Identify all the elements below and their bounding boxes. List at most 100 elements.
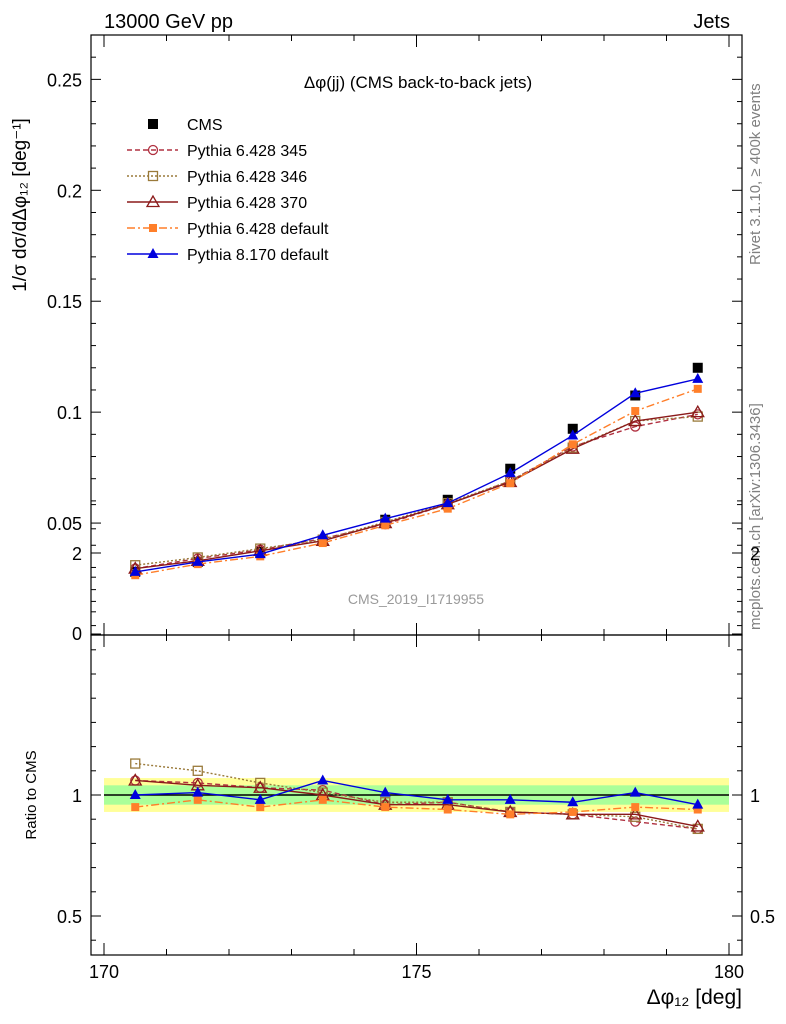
x-tick-label: 180	[714, 962, 744, 982]
ratio-point-p6def	[193, 795, 202, 804]
legend-marker-p346	[147, 170, 159, 182]
ratio-line-p8def	[135, 779, 698, 806]
series-line-p345	[135, 413, 698, 570]
ratio-point-p8def	[129, 789, 141, 799]
series-line-p346	[135, 415, 698, 566]
legend-label-p345: Pythia 6.428 345	[187, 143, 307, 160]
data-point-p6def	[381, 521, 390, 530]
y-tick-label-ratio-right: 2	[750, 544, 760, 564]
legend-label-p370: Pythia 6.428 370	[187, 195, 307, 212]
y-tick-label-main: 0.2	[57, 181, 82, 201]
y-tick-label-ratio: 2	[72, 544, 82, 564]
data-point-p8def	[504, 467, 516, 478]
y-tick-label-main: 0.15	[47, 292, 82, 312]
y-tick-label-ratio-right: 1	[750, 786, 760, 806]
rivet-label: Rivet 3.1.10, ≥ 400k events	[747, 83, 764, 265]
main-series	[128, 362, 705, 580]
ratio-point-p8def	[192, 786, 204, 797]
ratio-line-p346	[135, 762, 698, 830]
ratio-point-p346	[130, 758, 141, 769]
ratio-point-p6def	[443, 805, 452, 814]
legend-marker-p345	[147, 144, 159, 156]
data-point-p370	[628, 413, 643, 427]
y-axis-label-ratio: Ratio to CMS	[23, 750, 40, 839]
ratio-point-p8def	[692, 798, 704, 809]
legend-label-cms: CMS	[187, 117, 223, 134]
header-left: 13000 GeV pp	[104, 11, 233, 33]
data-point-p6def	[693, 384, 702, 393]
ratio-point-p346	[192, 765, 203, 776]
ratio-point-p370	[253, 780, 268, 793]
legend-label-p6def: Pythia 6.428 default	[187, 221, 329, 238]
legend-marker-p6def	[149, 224, 157, 232]
ratio-point-p8def	[567, 796, 579, 807]
plot-title: Δφ(jj) (CMS back-to-back jets)	[304, 73, 532, 92]
ratio-point-p8def	[442, 793, 454, 804]
ratio-point-p6def	[318, 795, 327, 804]
data-point-cms	[692, 362, 703, 373]
legend: CMS Pythia 6.428 345 Pythia 6.428 346 Pythi…	[127, 117, 329, 264]
ratio-point-p6def	[631, 803, 640, 812]
data-point-p8def	[379, 512, 391, 523]
ratio-line-p370	[135, 779, 698, 828]
data-point-p6def	[506, 479, 515, 488]
ratio-point-p370	[128, 773, 143, 786]
legend-label-p8def: Pythia 8.170 default	[187, 247, 329, 264]
data-point-p8def	[442, 497, 454, 508]
x-tick-label: 175	[401, 962, 431, 982]
ratio-point-p6def	[256, 803, 265, 812]
x-axis-label: Δφ₁₂ [deg]	[647, 986, 742, 1009]
data-point-p8def	[692, 372, 704, 383]
ratio-point-p8def	[317, 774, 329, 785]
ratio-point-p370	[628, 807, 643, 820]
ratio-point-p8def	[629, 786, 641, 797]
data-point-p8def	[567, 429, 579, 440]
y-axis-label-main: 1/σ dσ/dΔφ₁₂ [deg⁻¹]	[10, 118, 31, 292]
data-point-p8def	[129, 565, 141, 576]
y-tick-label-main: 0.25	[47, 70, 82, 90]
ratio-point-p8def	[504, 793, 516, 804]
ratio-point-p6def	[131, 803, 140, 812]
y-tick-label-ratio-right: 0.5	[750, 907, 775, 927]
data-point-cms	[567, 423, 578, 434]
mcplots-label: mcplots.cern.ch [arXiv:1306.3436]	[747, 403, 764, 630]
legend-label-p346: Pythia 6.428 346	[187, 169, 307, 186]
y-tick-label-ratio: 1	[72, 786, 82, 806]
ratio-uncertainty-bands	[104, 778, 729, 812]
data-point-p8def	[317, 529, 329, 540]
data-point-p6def	[568, 440, 577, 449]
data-point-p8def	[629, 387, 641, 398]
ratio-point-p6def	[381, 803, 390, 812]
series-line-p8def	[135, 378, 698, 573]
x-tick-label: 170	[89, 962, 119, 982]
y-tick-label-main: 0.05	[47, 514, 82, 534]
legend-marker-p370	[145, 194, 161, 208]
y-tick-label-main: 0	[72, 624, 82, 644]
y-tick-label-main: 0.1	[57, 403, 82, 423]
data-point-p6def	[631, 407, 640, 416]
axes: 0 0.05 0.1 0.15 0.2 0.25 170 175 180 0.5 0.5 1 1 2 2	[47, 35, 775, 982]
data-point-p370	[690, 404, 705, 418]
legend-marker-cms	[148, 119, 158, 129]
ratio-point-p6def	[506, 810, 515, 819]
y-tick-label-ratio: 0.5	[57, 907, 82, 927]
ratio-point-p8def	[254, 793, 266, 804]
ratio-line-p345	[135, 779, 698, 830]
series-line-p6def	[135, 388, 698, 576]
analysis-id: CMS_2019_I1719955	[348, 591, 484, 607]
ratio-line-p6def	[135, 799, 698, 816]
data-point-p6def	[318, 539, 327, 548]
ratio-series	[128, 758, 705, 835]
legend-marker-p8def	[147, 248, 159, 258]
data-point-p345	[630, 421, 641, 432]
data-point-p6def	[443, 504, 452, 513]
ratio-point-p8def	[379, 786, 391, 797]
ratio-point-p370	[690, 819, 705, 832]
header-right: Jets	[693, 11, 730, 33]
data-point-p8def	[192, 555, 204, 566]
ratio-point-p6def	[568, 807, 577, 816]
ratio-point-p6def	[693, 805, 702, 814]
series-line-p370	[135, 411, 698, 570]
data-point-p8def	[254, 548, 266, 559]
